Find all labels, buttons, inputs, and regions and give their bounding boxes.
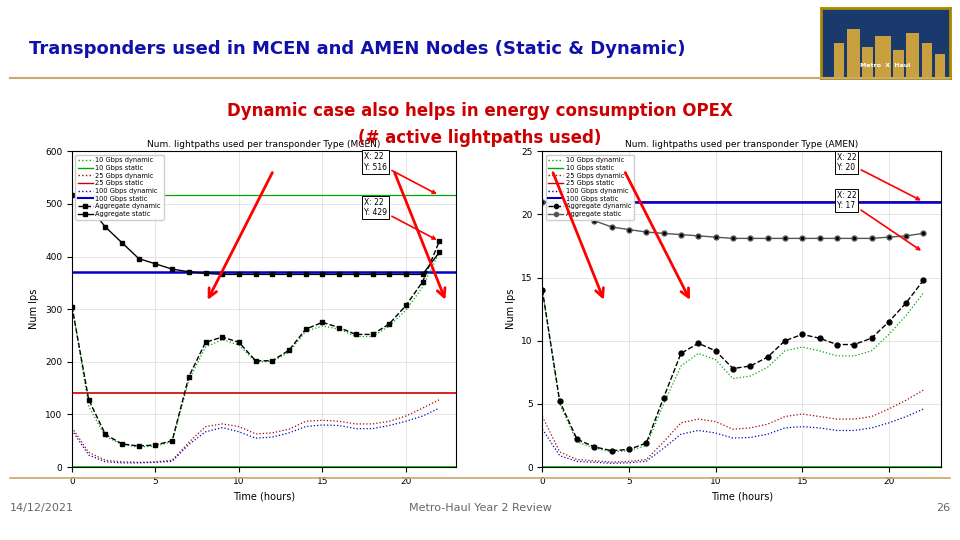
Text: X: 22
Y: 20: X: 22 Y: 20	[837, 153, 920, 200]
Bar	[876, 36, 891, 78]
X-axis label: Time (hours): Time (hours)	[233, 491, 295, 501]
Text: Metro-Haul Year 2 Review: Metro-Haul Year 2 Review	[409, 503, 551, 512]
Bar	[862, 47, 873, 78]
Y-axis label: Num lps: Num lps	[30, 289, 39, 329]
Text: Dynamic case also helps in energy consumption OPEX: Dynamic case also helps in energy consum…	[228, 102, 732, 120]
Text: Metro  X  Haul: Metro X Haul	[860, 63, 911, 68]
Legend: 10 Gbps dynamic, 10 Gbps static, 25 Gbps dynamic, 25 Gbps static, 100 Gbps dynam: 10 Gbps dynamic, 10 Gbps static, 25 Gbps…	[545, 154, 634, 220]
Text: 14/12/2021: 14/12/2021	[10, 503, 74, 512]
Bar	[906, 32, 920, 78]
Bar	[847, 29, 860, 78]
Text: X: 22
Y: 17: X: 22 Y: 17	[837, 191, 920, 249]
Title: Num. lightpaths used per transponder Type (AMEN): Num. lightpaths used per transponder Typ…	[625, 140, 858, 149]
X-axis label: Time (hours): Time (hours)	[710, 491, 773, 501]
Text: X: 22
Y: 429: X: 22 Y: 429	[364, 198, 435, 239]
Title: Num. lightpaths used per transponder Type (MCEN): Num. lightpaths used per transponder Typ…	[147, 140, 381, 149]
Legend: 10 Gbps dynamic, 10 Gbps static, 25 Gbps dynamic, 25 Gbps static, 100 Gbps dynam: 10 Gbps dynamic, 10 Gbps static, 25 Gbps…	[75, 154, 163, 220]
Bar	[922, 43, 932, 78]
Bar	[894, 50, 903, 78]
Text: X: 22
Y: 516: X: 22 Y: 516	[364, 152, 435, 193]
Y-axis label: Num lps: Num lps	[506, 289, 516, 329]
Text: Transponders used in MCEN and AMEN Nodes (Static & Dynamic): Transponders used in MCEN and AMEN Nodes…	[29, 39, 685, 58]
Bar	[833, 43, 844, 78]
Bar	[935, 54, 946, 78]
Text: (# active lightpaths used): (# active lightpaths used)	[358, 129, 602, 147]
Text: 26: 26	[936, 503, 950, 512]
